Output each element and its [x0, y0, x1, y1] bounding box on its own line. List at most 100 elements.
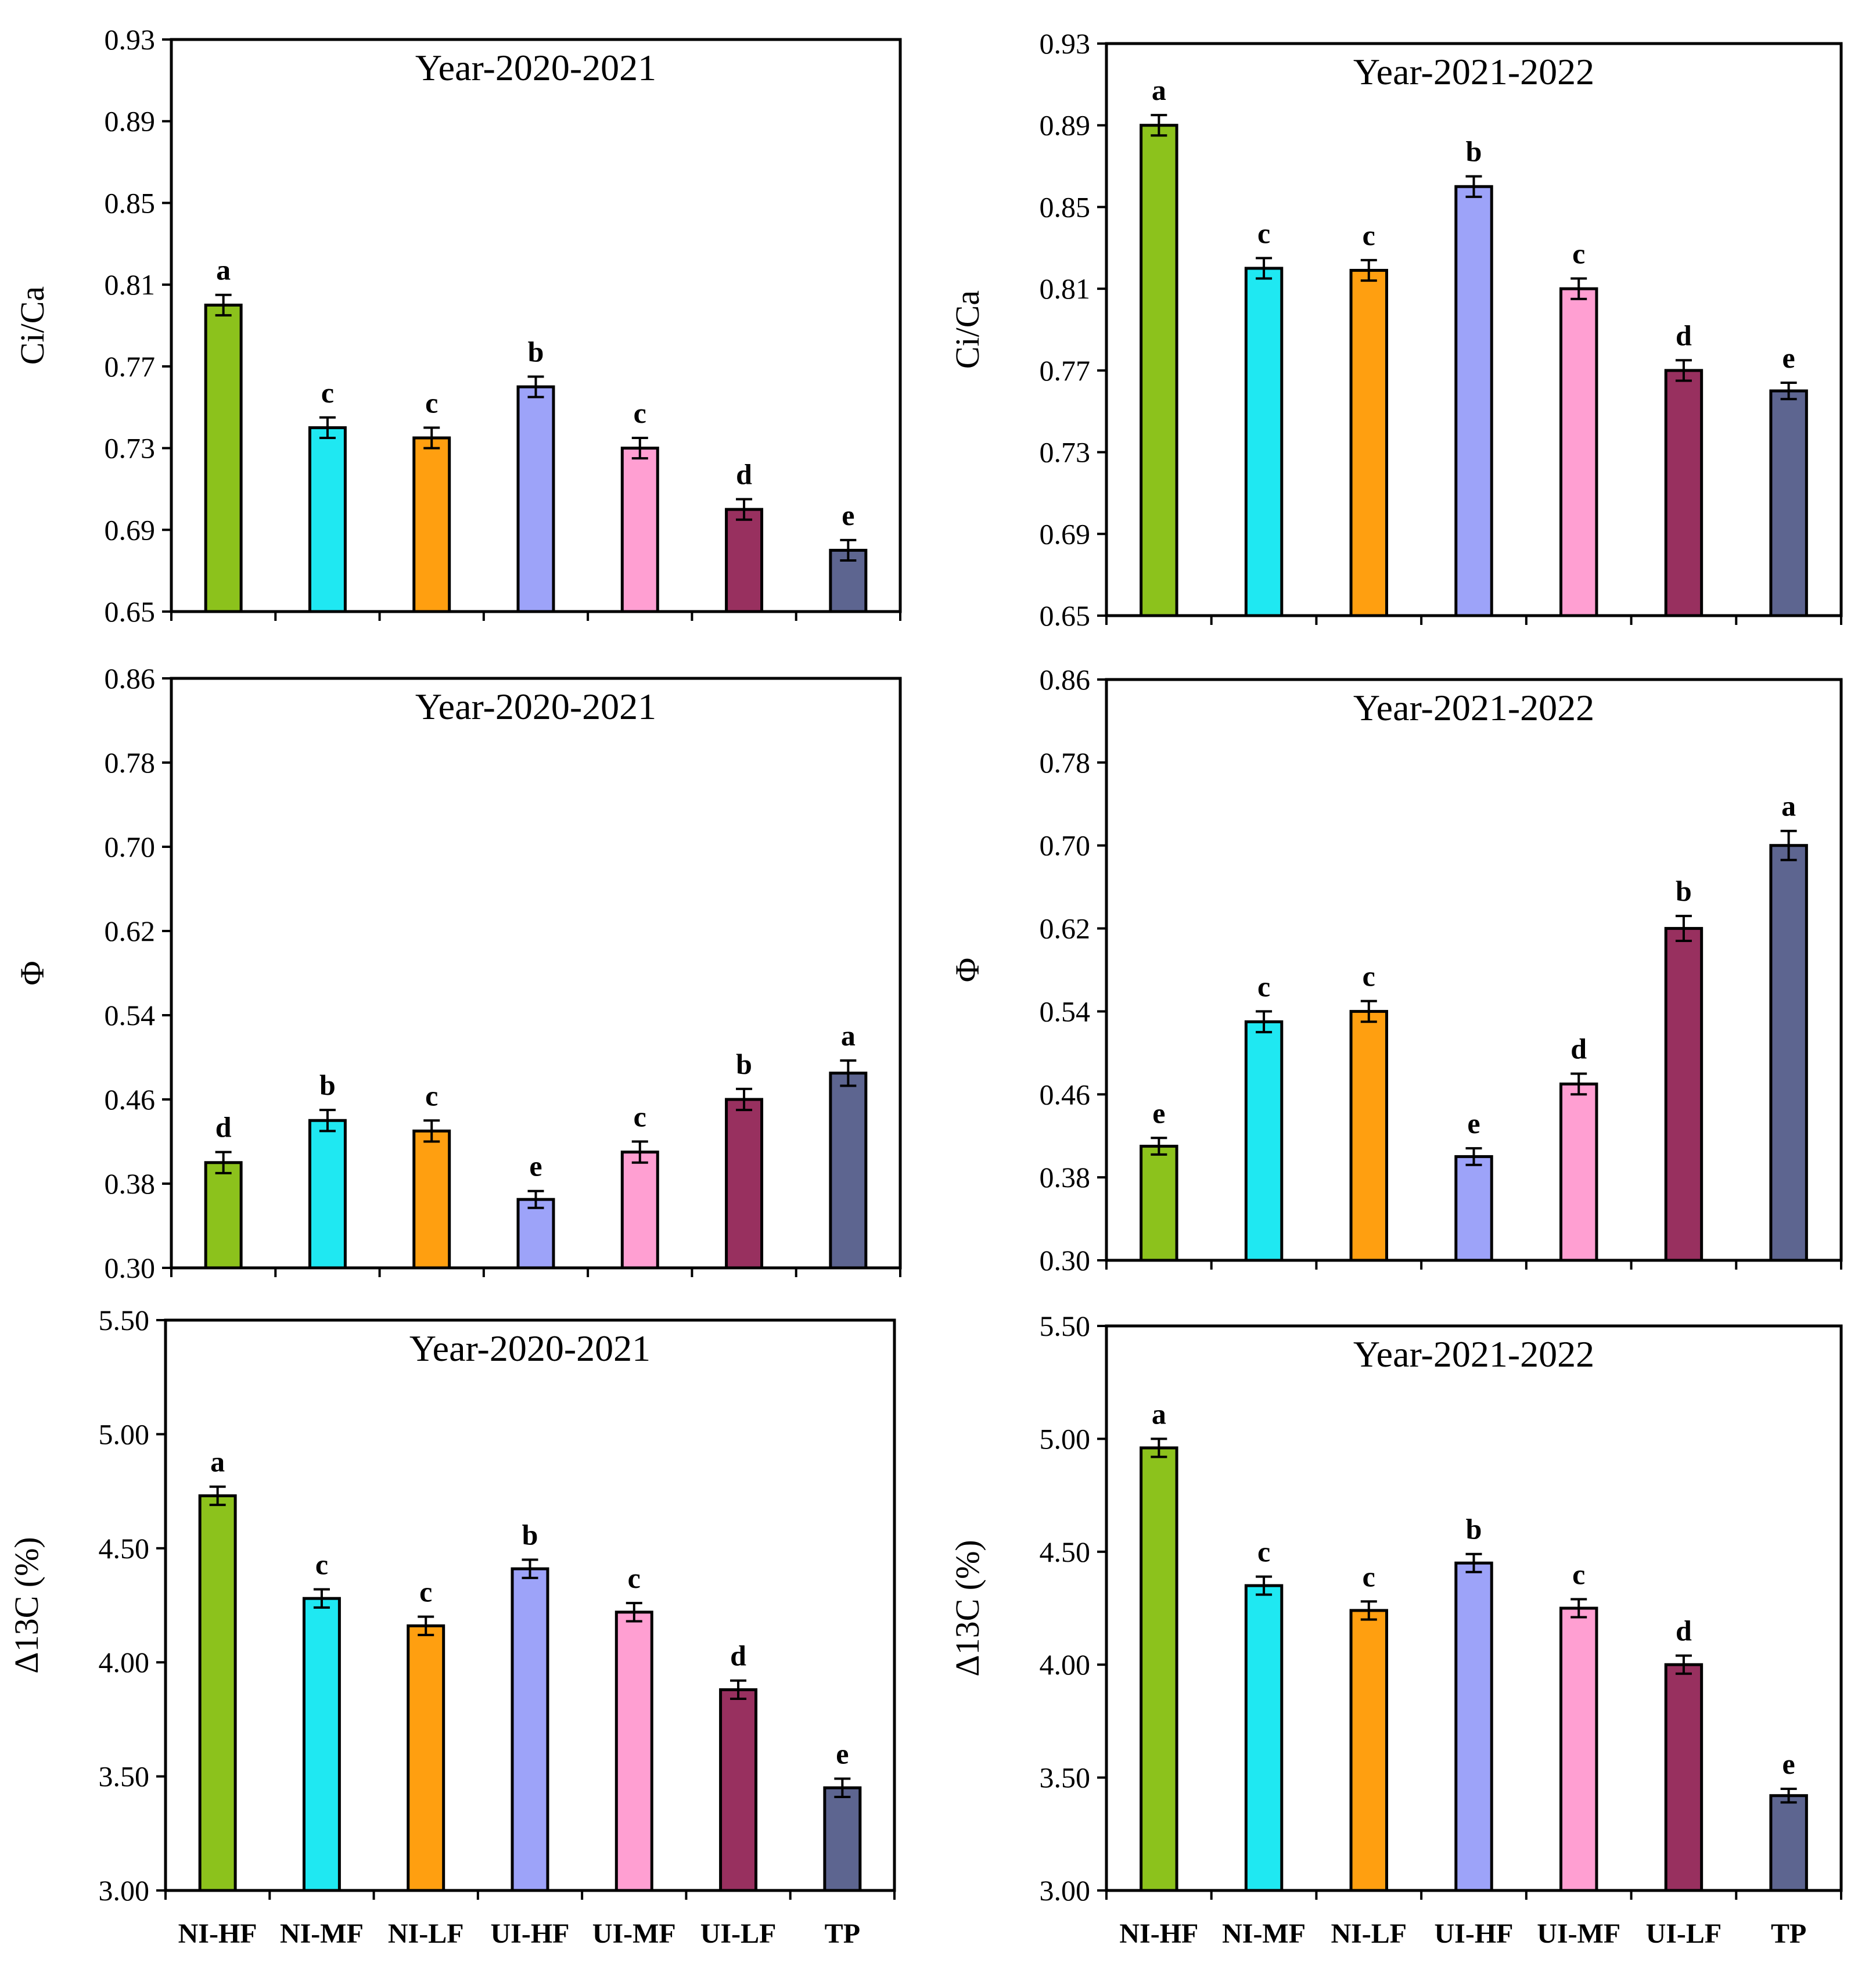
- bar-ui-hf: [511, 1567, 549, 1892]
- significance-letter: e: [1782, 342, 1795, 374]
- bar-ni-mf: [308, 1119, 347, 1270]
- significance-letter: c: [1257, 970, 1270, 1002]
- bar-ni-lf: [1349, 1009, 1389, 1262]
- x-tick-label: NI-LF: [388, 1918, 464, 1949]
- significance-letter: c: [1363, 960, 1375, 993]
- chart-title: Year-2021-2022: [1353, 51, 1594, 92]
- x-tick-label: UI-HF: [491, 1918, 570, 1949]
- y-tick-label: 0.70: [105, 831, 156, 863]
- bar-ni-mf: [308, 426, 347, 613]
- y-tick-label: 0.46: [105, 1083, 156, 1116]
- y-tick-label: 0.78: [105, 746, 156, 779]
- significance-letter: a: [841, 1019, 856, 1052]
- chart-title: Year-2020-2021: [415, 47, 656, 88]
- chart-panel-3: 0.30 0.38 0.46 0.54 0.62 0.70 0.78 0.86 Year-202…: [13, 662, 902, 1284]
- significance-letter: c: [634, 397, 646, 429]
- y-axis-label: Ci/Ca: [948, 290, 986, 369]
- bar-ui-mf: [614, 1611, 653, 1892]
- significance-letter: b: [1466, 135, 1482, 168]
- y-tick-label: 4.50: [1040, 1536, 1091, 1568]
- bar-ui-hf: [1454, 1561, 1493, 1892]
- y-tick-label: 0.54: [105, 999, 156, 1031]
- y-tick-label: 0.93: [1040, 27, 1091, 60]
- x-tick-label: NI-MF: [280, 1918, 364, 1949]
- bar-ui-mf: [1559, 1606, 1598, 1892]
- y-axis-label: Φ: [13, 961, 51, 985]
- significance-letter: e: [1782, 1748, 1795, 1780]
- bar-ui-lf: [1664, 1663, 1704, 1892]
- y-tick-label: 0.38: [1040, 1161, 1091, 1194]
- chart-panel-5: 3.00 3.50 4.00 4.50 5.00 5.50 Year-2020-2021 Δ1…: [8, 1304, 896, 1949]
- y-tick-label: 0.85: [1040, 190, 1091, 223]
- y-tick-label: 0.69: [1040, 517, 1091, 550]
- y-tick-label: 0.38: [105, 1167, 156, 1200]
- bar-ui-hf: [516, 385, 555, 613]
- significance-letter: c: [419, 1576, 432, 1608]
- x-tick-label: TP: [825, 1918, 860, 1949]
- y-axis-label: Δ13C (%): [8, 1537, 45, 1673]
- bar-ni-mf: [1244, 1584, 1284, 1892]
- y-tick-label: 4.00: [1040, 1648, 1091, 1681]
- significance-letter: c: [1572, 1558, 1585, 1590]
- y-tick-label: 0.30: [105, 1252, 156, 1284]
- x-tick-label: UI-LF: [1646, 1918, 1722, 1949]
- significance-letter: c: [628, 1562, 641, 1594]
- x-tick-label: NI-MF: [1222, 1918, 1306, 1949]
- y-tick-label: 0.30: [1040, 1244, 1091, 1277]
- y-tick-label: 0.81: [1040, 272, 1091, 305]
- y-tick-label: 0.69: [105, 513, 156, 546]
- chart-panel-2: 0.65 0.69 0.73 0.77 0.81 0.85 0.89 0.93 Year-202…: [948, 27, 1843, 632]
- significance-letter: a: [1152, 1397, 1166, 1430]
- y-tick-label: 0.77: [1040, 354, 1091, 387]
- chart-panel-1: 0.65 0.69 0.73 0.77 0.81 0.85 0.89 0.93 Year-202…: [13, 23, 902, 628]
- y-tick-label: 3.00: [99, 1874, 150, 1907]
- y-tick-label: 0.65: [1040, 599, 1091, 632]
- significance-letter: b: [736, 1048, 752, 1080]
- significance-letter: c: [1257, 1536, 1270, 1568]
- x-tick-label: UI-HF: [1435, 1918, 1514, 1949]
- significance-letter: c: [425, 1079, 438, 1112]
- bar-ni-mf: [1244, 267, 1284, 617]
- bar-ni-hf: [1140, 1446, 1178, 1892]
- bar-ni-hf: [204, 1161, 243, 1270]
- significance-letter: e: [529, 1150, 542, 1182]
- significance-letter: b: [522, 1518, 538, 1551]
- y-axis-label: Φ: [948, 958, 986, 982]
- significance-letter: d: [215, 1111, 232, 1144]
- significance-letter: d: [730, 1640, 746, 1672]
- y-tick-label: 0.89: [105, 105, 156, 138]
- y-tick-label: 0.77: [105, 350, 156, 383]
- y-tick-label: 0.93: [105, 23, 156, 56]
- y-tick-label: 0.86: [1040, 663, 1091, 696]
- significance-letter: c: [425, 386, 438, 419]
- y-tick-label: 3.50: [99, 1760, 150, 1793]
- significance-letter: a: [1781, 790, 1796, 822]
- significance-letter: b: [528, 335, 544, 368]
- bar-ui-lf: [719, 1688, 758, 1892]
- significance-letter: c: [1257, 217, 1270, 249]
- y-tick-label: 3.00: [1040, 1874, 1091, 1907]
- bar-ni-lf: [1349, 268, 1389, 617]
- bar-ni-lf: [407, 1624, 445, 1892]
- bar-ui-hf: [1454, 185, 1493, 617]
- significance-letter: b: [1676, 875, 1692, 907]
- significance-letter: b: [1466, 1513, 1482, 1545]
- y-tick-label: 0.62: [1040, 912, 1091, 945]
- y-tick-label: 0.54: [1040, 995, 1091, 1027]
- x-tick-label: NI-HF: [178, 1918, 257, 1949]
- y-tick-label: 4.00: [99, 1646, 150, 1678]
- bar-ni-hf: [204, 303, 243, 613]
- significance-letter: e: [1467, 1107, 1480, 1140]
- y-tick-label: 0.73: [105, 432, 156, 465]
- bar-tp: [829, 1072, 868, 1270]
- bar-ni-hf: [1140, 124, 1178, 617]
- chart-title: Year-2020-2021: [415, 686, 656, 727]
- significance-letter: b: [319, 1069, 336, 1101]
- significance-letter: d: [1570, 1033, 1587, 1065]
- significance-letter: d: [1676, 319, 1692, 351]
- chart-title: Year-2021-2022: [1353, 687, 1594, 728]
- chart-title: Year-2020-2021: [409, 1328, 651, 1369]
- bar-ni-hf: [1140, 1145, 1178, 1262]
- bar-ui-hf: [1454, 1155, 1493, 1262]
- bar-ui-mf: [620, 447, 659, 613]
